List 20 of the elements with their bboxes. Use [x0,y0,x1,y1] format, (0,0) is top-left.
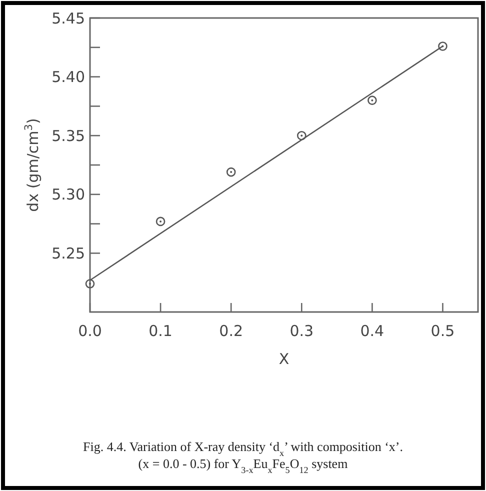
y-tick-label: 5.30 [52,186,85,204]
caption: Fig. 4.4. Variation of X-ray density ‘d$_{x}$’ with composition ‘x’. [82,439,404,458]
x-tick-label: 0.2 [219,322,244,340]
x-tick-label: 0.5 [430,322,455,340]
y-tick-label: 5.35 [52,126,85,145]
y-tick-label: 5.25 [52,244,85,262]
x-tick-label: 0.1 [148,322,172,340]
y-tick-label: 5.40 [52,68,85,86]
x-tick-label: 0.3 [290,322,314,340]
y-tick-label: 5.45 [52,9,85,28]
x-tick-label: 0.0 [78,322,102,340]
point [438,42,448,51]
point [156,216,166,226]
x-axis-title: X [278,350,290,368]
point [226,167,236,177]
point [368,96,377,105]
point [85,279,95,288]
point [296,130,306,140]
x-tick-label: 0.4 [360,322,384,340]
text: (x = 0.0 - 0.5) for Y$_{3-x}$Eu$_{x}$Fe$_{5}$O$_{12}$ system [138,456,348,475]
